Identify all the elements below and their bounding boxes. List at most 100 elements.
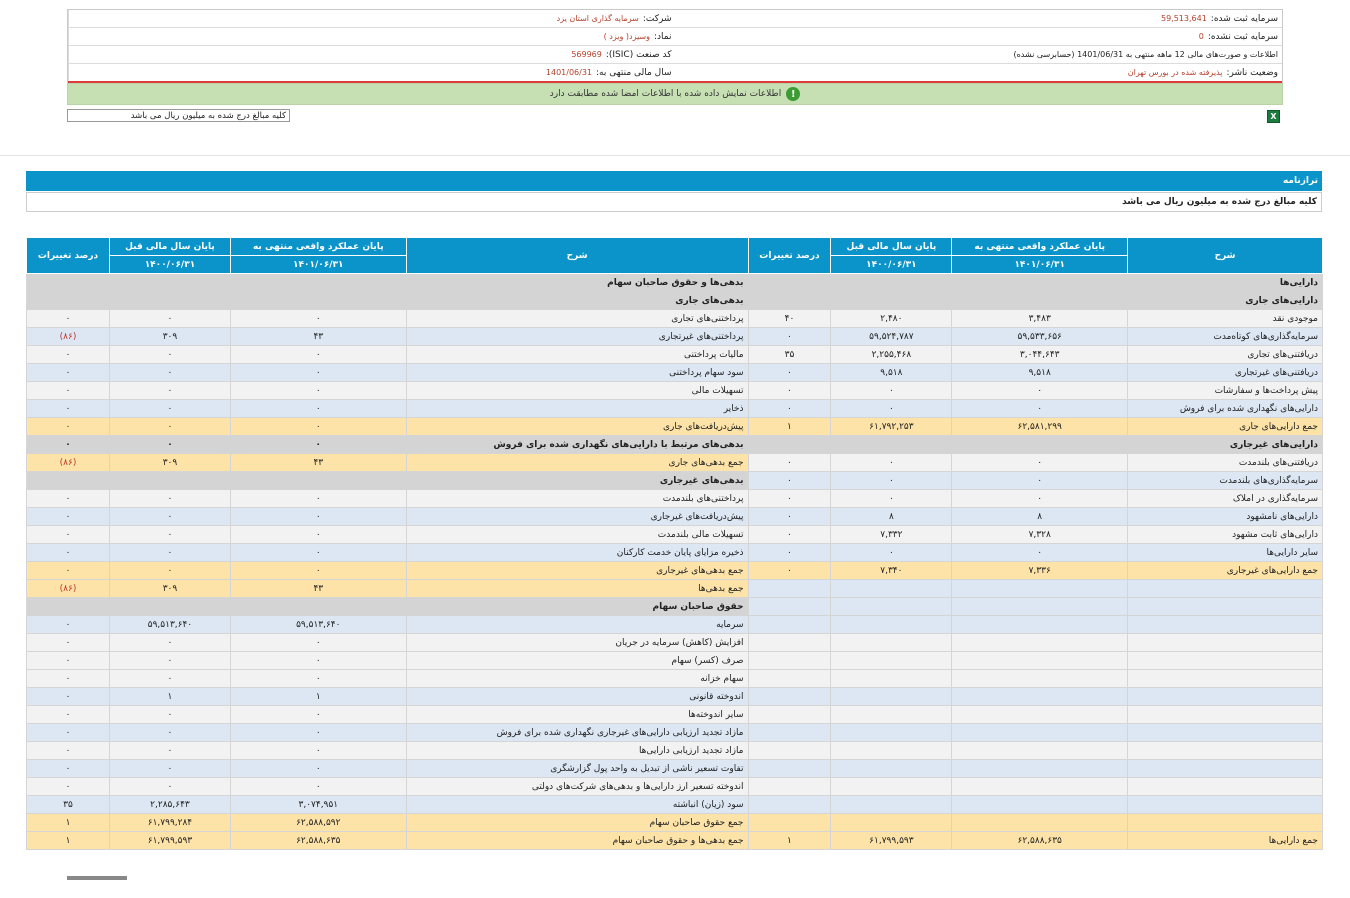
row-value [747,579,832,598]
report-info: اطلاعات و صورت‌های مالی 12 ماهه منتهی به… [1013,50,1278,59]
row-label: تسهیلات مالی [405,381,749,400]
row-value: (۸۶) [25,453,111,472]
scrollbar[interactable] [67,876,127,880]
row-value: ۰ [25,651,111,670]
row-value: ۷,۳۴۰ [830,561,953,580]
symbol-value[interactable]: وسیزد( ویزد ) [603,32,650,41]
col-desc: شرح [1127,237,1323,274]
row-value: ۳۵ [25,795,111,814]
reg-capital-cell: سرمایه ثبت شده: 59,513,641 [676,10,1283,27]
row-value [951,741,1129,760]
table-row: دارایی‌های ثابت مشهود ۷,۳۲۸ ۷,۳۳۲ ۰ تسهیلات … [25,525,1323,544]
row-label: دارایی‌های ثابت مشهود [1127,525,1323,544]
row-label: بدهی‌ها و حقوق صاحبان سهام [405,273,749,292]
row-value: ۰ [109,363,231,382]
symbol-label: نماد: [654,31,672,42]
info-row: سال مالی منتهی به: 1401/06/31 وضعیت ناشر… [68,64,1282,83]
row-label: دریافتنی‌های بلندمدت [1127,453,1323,472]
row-value: ۰ [951,399,1129,418]
row-value: ۳,۰۷۴,۹۵۱ [229,795,407,814]
row-value: ۰ [109,417,231,436]
row-value: ۰ [229,669,407,688]
row-label: پیش‌دریافت‌های غیرجاری [405,507,749,526]
row-value: ۰ [747,471,832,490]
row-value: ۰ [229,381,407,400]
row-label: پرداختنی‌های بلندمدت [405,489,749,508]
row-value: ۳۰۹ [109,579,231,598]
reg-capital-label: سرمایه ثبت شده: [1210,13,1278,24]
report-info-cell: اطلاعات و صورت‌های مالی 12 ماهه منتهی به… [676,46,1283,63]
isic-value: 569969 [571,50,602,59]
row-value [830,723,953,742]
row-value [951,615,1129,634]
notice-text: اطلاعات نمایش داده شده با اطلاعات امضا ش… [549,89,782,99]
col-prior-date: ۱۴۰۰/۰۶/۳۱ [830,255,953,274]
row-value: ۰ [747,525,832,544]
info-row: شرکت: سرمایه گذاری استان یزد سرمایه ثبت … [68,10,1282,28]
excel-icon[interactable]: X [1267,110,1280,123]
row-value: ۴۰ [747,309,832,328]
row-value [830,795,953,814]
row-value: ۰ [25,417,111,436]
row-value: ۰ [25,525,111,544]
row-value [830,435,953,454]
unreg-capital-label: سرمایه ثبت نشده: [1207,31,1278,42]
row-value [747,633,832,652]
row-value: ۰ [109,525,231,544]
match-notice: ! اطلاعات نمایش داده شده با اطلاعات امضا… [67,83,1283,105]
row-value: ۰ [25,309,111,328]
company-label: شرکت: [642,13,672,24]
col-prior: پایان سال مالی قبل [109,237,231,256]
row-label: دارایی‌های نامشهود [1127,507,1323,526]
row-label: دارایی‌ها [1127,273,1323,292]
row-value: ۰ [229,363,407,382]
row-label: جمع دارایی‌های جاری [1127,417,1323,436]
row-label [1127,813,1323,832]
table-row: سود (زیان) انباشته ۳,۰۷۴,۹۵۱ ۲,۲۸۵,۶۴۳ ۳۵ [25,795,1323,814]
row-value: ۵۹,۵۱۳,۶۴۰ [109,615,231,634]
row-value: (۸۶) [25,579,111,598]
row-label: سایر دارایی‌ها [1127,543,1323,562]
row-value [747,741,832,760]
row-label [1127,759,1323,778]
balance-sheet-table: شرح پایان عملکرد واقعی منتهی به پایان سا… [25,237,1323,850]
row-value [951,579,1129,598]
row-value: ۰ [109,561,231,580]
row-label: دارایی‌های نگهداری شده برای فروش [1127,399,1323,418]
table-row: دارایی‌های نگهداری شده برای فروش ۰ ۰ ۰ ذخایر… [25,399,1323,418]
row-value [951,633,1129,652]
row-value: ۰ [229,651,407,670]
row-value: ۰ [109,633,231,652]
row-value [830,741,953,760]
table-row: اندوخته تسعیر ارز دارایی‌ها و بدهی‌های ش… [25,777,1323,796]
row-label [1127,615,1323,634]
row-value: ۰ [229,561,407,580]
row-value: ۰ [25,723,111,742]
row-value [109,597,231,616]
row-value: ۰ [109,741,231,760]
row-value [747,813,832,832]
row-value: ۰ [830,453,953,472]
row-value: ۰ [25,363,111,382]
row-label: سایر اندوخته‌ها [405,705,749,724]
header-row: شرح پایان عملکرد واقعی منتهی به پایان سا… [25,237,1323,274]
row-value: ۰ [747,381,832,400]
row-label: افزایش (کاهش) سرمایه در جریان [405,633,749,652]
row-value: ۰ [109,723,231,742]
row-value [830,615,953,634]
row-value [747,291,832,310]
row-value: ۷,۳۳۲ [830,525,953,544]
publisher-value: پذیرفته شده در بورس تهران [1127,68,1223,77]
row-value [747,273,832,292]
table-row: صرف (کسر) سهام ۰ ۰ ۰ [25,651,1323,670]
row-value [747,435,832,454]
row-value: ۶۲,۵۸۸,۶۳۵ [951,831,1129,850]
row-value: ۰ [109,651,231,670]
row-value [830,813,953,832]
row-value: ۰ [830,543,953,562]
row-value: ۰ [25,489,111,508]
row-label: دارایی‌های غیرجاری [1127,435,1323,454]
row-value: ۰ [109,705,231,724]
row-label: جمع بدهی‌های جاری [405,453,749,472]
row-value: ۳۰۹ [109,327,231,346]
